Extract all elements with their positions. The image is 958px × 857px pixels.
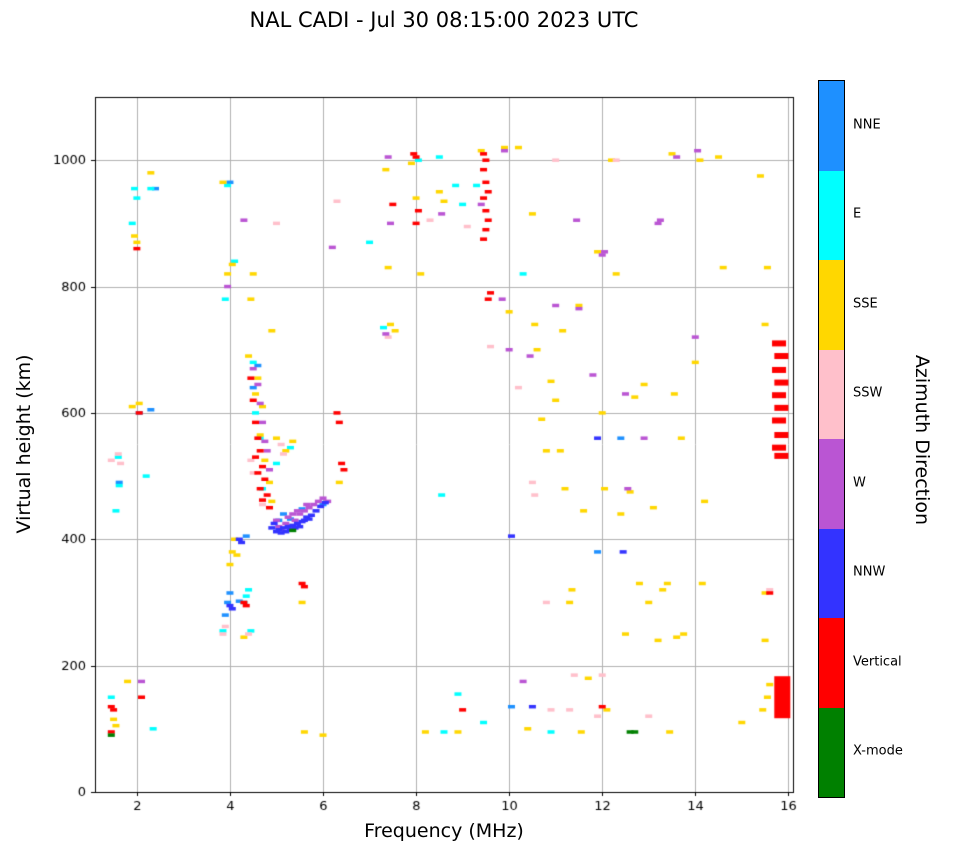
colorbar-segment-w (819, 439, 844, 529)
colorbar-axis-label: Azimuth Direction (911, 354, 933, 526)
colorbar-segment-vertical (819, 618, 844, 708)
colorbar-label-nnw: NNW (853, 564, 886, 580)
colorbar-labels: NNE E SSE SSW W NNW Vertical X-mode (853, 80, 933, 798)
azimuth-colorbar (818, 80, 845, 798)
colorbar-label-sse: SSE (853, 296, 878, 312)
x-axis-label: Frequency (MHz) (364, 820, 524, 842)
colorbar-label-nne: NNE (853, 117, 881, 133)
y-axis-label: Virtual height (km) (13, 354, 35, 534)
colorbar-segment-sse (819, 260, 844, 350)
colorbar-label-e: E (853, 206, 862, 222)
colorbar-segment-ssw (819, 349, 844, 439)
colorbar-label-w: W (853, 475, 866, 491)
colorbar-label-x-mode: X-mode (853, 743, 903, 759)
colorbar-label-ssw: SSW (853, 385, 883, 401)
colorbar-segment-nnw (819, 528, 844, 618)
colorbar-segment-e (819, 170, 844, 260)
colorbar-label-vertical: Vertical (853, 654, 902, 670)
colorbar-segment-nne (819, 81, 844, 171)
colorbar-segment-x-mode (819, 707, 844, 797)
